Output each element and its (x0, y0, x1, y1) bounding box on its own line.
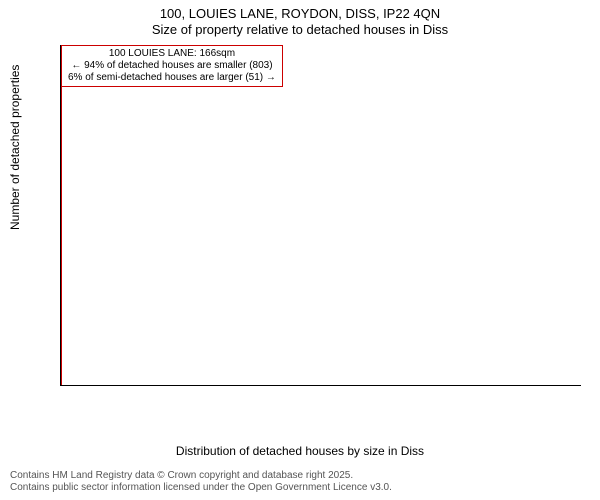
attribution-line2: Contains public sector information licen… (10, 482, 392, 494)
x-axis-label: Distribution of detached houses by size … (0, 444, 600, 458)
annotation-line3: 6% of semi-detached houses are larger (5… (68, 72, 276, 84)
annotation-line1: 100 LOUIES LANE: 166sqm (68, 48, 276, 60)
annotation-box: 100 LOUIES LANE: 166sqm ← 94% of detache… (61, 45, 283, 87)
chart-container: 100, LOUIES LANE, ROYDON, DISS, IP22 4QN… (0, 0, 600, 500)
plot-area: 100 LOUIES LANE: 166sqm ← 94% of detache… (60, 45, 581, 386)
chart-title-line2: Size of property relative to detached ho… (0, 22, 600, 37)
attribution-line1: Contains HM Land Registry data © Crown c… (10, 470, 392, 482)
annotation-line2: ← 94% of detached houses are smaller (80… (68, 60, 276, 72)
property-marker-line (61, 45, 62, 385)
chart-title-line1: 100, LOUIES LANE, ROYDON, DISS, IP22 4QN (0, 6, 600, 21)
attribution: Contains HM Land Registry data © Crown c… (10, 470, 392, 494)
bars-layer (61, 45, 581, 385)
y-axis-label: Number of detached properties (8, 65, 22, 230)
